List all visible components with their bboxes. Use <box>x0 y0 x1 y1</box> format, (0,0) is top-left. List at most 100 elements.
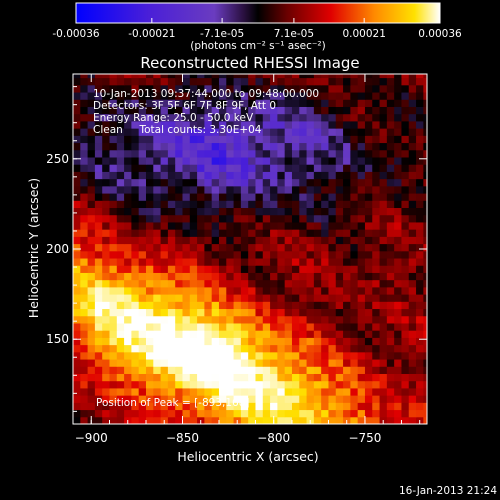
heatmap-cell <box>262 366 271 374</box>
heatmap-cell <box>394 308 402 317</box>
heatmap-cell <box>401 416 410 424</box>
heatmap-cell <box>270 178 278 187</box>
heatmap-cell <box>189 193 198 201</box>
heatmap-cell <box>284 395 293 403</box>
heatmap-cell <box>87 164 96 172</box>
heatmap-cell <box>153 236 162 245</box>
heatmap-cell <box>233 322 242 331</box>
heatmap-cell <box>372 395 381 403</box>
heatmap-cell <box>277 380 286 389</box>
heatmap-cell <box>270 366 278 374</box>
heatmap-cell <box>401 308 410 317</box>
heatmap-cell <box>102 171 110 180</box>
heatmap-cell <box>160 301 169 310</box>
heatmap-cell <box>94 330 103 338</box>
heatmap-cell <box>248 164 256 172</box>
heatmap-cell <box>423 308 427 317</box>
heatmap-cell <box>240 344 249 353</box>
heatmap-cell <box>262 315 271 324</box>
heatmap-cell <box>233 120 242 129</box>
heatmap-cell <box>408 178 417 187</box>
heatmap-cell <box>218 128 227 136</box>
heatmap-cell <box>218 156 227 165</box>
heatmap-cell <box>226 351 235 360</box>
heatmap-cell <box>80 156 89 165</box>
heatmap-cell <box>364 395 373 403</box>
heatmap-cell <box>116 221 125 230</box>
heatmap-cell <box>182 322 191 331</box>
heatmap-cell <box>328 294 337 302</box>
heatmap-cell <box>321 308 329 317</box>
heatmap-cell <box>102 366 110 374</box>
heatmap-cell <box>291 229 300 237</box>
heatmap-cell <box>394 92 402 100</box>
heatmap-cell <box>291 380 300 389</box>
heatmap-cell <box>80 92 89 100</box>
heatmap-cell <box>394 243 402 252</box>
heatmap-cell <box>153 330 162 338</box>
heatmap-cell <box>240 330 249 338</box>
heatmap-cell <box>153 74 162 79</box>
heatmap-cell <box>350 120 359 129</box>
heatmap-cell <box>291 77 300 86</box>
heatmap-cell <box>262 236 271 245</box>
heatmap-cell <box>204 409 213 418</box>
heatmap-cell <box>175 74 183 79</box>
heatmap-cell <box>160 193 169 201</box>
heatmap-cell <box>394 380 402 389</box>
heatmap-cell <box>350 214 359 223</box>
heatmap-cell <box>291 142 300 151</box>
heatmap-cell <box>226 395 235 403</box>
heatmap-cell <box>116 106 125 115</box>
heatmap-cell <box>94 120 103 129</box>
heatmap-cell <box>131 185 140 194</box>
heatmap-cell <box>401 135 410 144</box>
heatmap-cell <box>109 106 118 115</box>
heatmap-cell <box>175 221 183 230</box>
heatmap-cell <box>204 366 213 374</box>
heatmap-cell <box>94 359 103 367</box>
heatmap-cell <box>80 330 89 338</box>
heatmap-cell <box>80 395 89 403</box>
heatmap-cell <box>350 193 359 201</box>
heatmap-cell <box>233 214 242 223</box>
heatmap-cell <box>204 128 213 136</box>
heatmap-cell <box>197 200 205 209</box>
heatmap-cell <box>182 308 191 317</box>
heatmap-cell <box>284 265 293 273</box>
heatmap-cell <box>94 265 103 273</box>
heatmap-cell <box>394 337 402 346</box>
heatmap-cell <box>211 337 220 346</box>
heatmap-cell <box>153 135 162 144</box>
heatmap-cell <box>87 366 96 374</box>
heatmap-cell <box>306 308 315 317</box>
heatmap-cell <box>145 120 154 129</box>
heatmap-cell <box>197 366 205 374</box>
heatmap-cell <box>226 265 235 273</box>
heatmap-cell <box>153 359 162 367</box>
heatmap-cell <box>255 366 264 374</box>
heatmap-cell <box>153 337 162 346</box>
heatmap-cell <box>138 113 147 122</box>
heatmap-cell <box>328 373 337 382</box>
heatmap-cell <box>423 301 427 310</box>
heatmap-cell <box>167 395 176 403</box>
heatmap-cell <box>204 301 213 310</box>
heatmap-cell <box>408 135 417 144</box>
heatmap-cell <box>364 294 373 302</box>
heatmap-cell <box>73 221 81 230</box>
heatmap-cell <box>408 380 417 389</box>
heatmap-cell <box>131 142 140 151</box>
heatmap-cell <box>160 315 169 324</box>
heatmap-cell <box>109 351 118 360</box>
heatmap-cell <box>408 149 417 158</box>
heatmap-cell <box>423 366 427 374</box>
heatmap-cell <box>167 380 176 389</box>
heatmap-cell <box>423 265 427 273</box>
heatmap-cell <box>175 344 183 353</box>
heatmap-cell <box>357 84 366 93</box>
heatmap-cell <box>182 359 191 367</box>
heatmap-cell <box>94 207 103 216</box>
heatmap-cell <box>197 315 205 324</box>
heatmap-cell <box>379 77 388 86</box>
